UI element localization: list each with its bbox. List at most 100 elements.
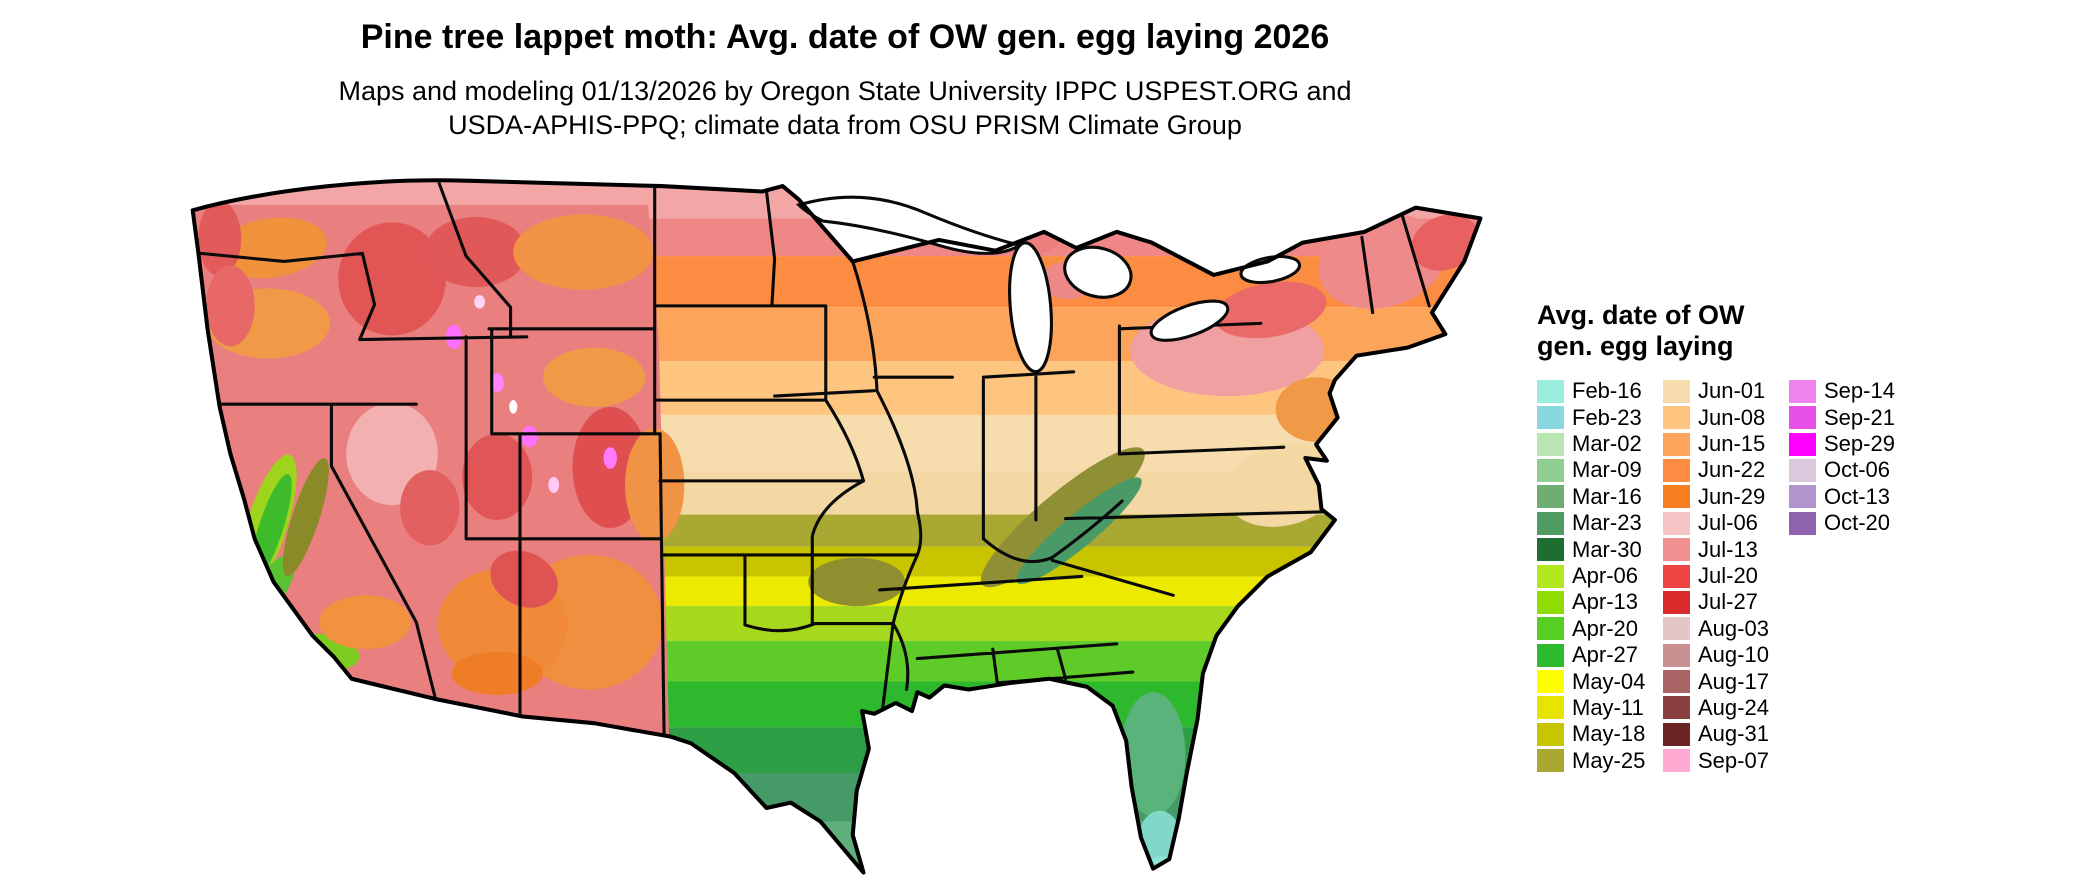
region-patch: [474, 295, 485, 309]
us-choropleth-map: [190, 178, 1506, 878]
legend-swatch: [1537, 564, 1564, 588]
legend-label: Mar-30: [1572, 536, 1642, 562]
legend-title: Avg. date of OW gen. egg laying: [1537, 300, 1957, 362]
region-patch: [1120, 692, 1186, 817]
header: Pine tree lappet moth: Avg. date of OW g…: [0, 18, 1690, 143]
legend-entry: Aug-03: [1663, 616, 1775, 642]
region-patch: [319, 595, 411, 650]
great-lakes: [795, 195, 1302, 374]
legend-label: Apr-27: [1572, 642, 1639, 668]
region-patch: [513, 214, 654, 290]
region-patch: [206, 265, 255, 347]
legend-label: Oct-06: [1824, 457, 1891, 483]
legend-swatch: [1789, 406, 1816, 430]
legend-label: Jul-20: [1698, 563, 1758, 589]
legend-swatch: [1537, 432, 1564, 456]
legend-label: Sep-14: [1824, 378, 1895, 404]
legend-entry: Apr-06: [1537, 563, 1649, 589]
legend-swatch: [1663, 485, 1690, 509]
legend-entry: Apr-13: [1537, 589, 1649, 615]
lake-michigan: [1008, 241, 1053, 374]
map-subtitle-line1: Maps and modeling 01/13/2026 by Oregon S…: [338, 76, 1352, 106]
legend-label: Apr-13: [1572, 589, 1639, 615]
legend-label: May-04: [1572, 668, 1646, 694]
legend-entry: Jun-15: [1663, 431, 1775, 457]
legend-label: Apr-06: [1572, 563, 1639, 589]
region-patch: [462, 433, 533, 520]
date-band: [192, 821, 1481, 873]
legend-label: Aug-03: [1698, 615, 1769, 641]
region-patch: [980, 447, 1145, 588]
legend-swatch: [1537, 538, 1564, 562]
legend-entry: Jun-08: [1663, 404, 1775, 430]
legend-swatch: [1789, 379, 1816, 403]
legend-swatch: [1663, 722, 1690, 746]
legend-entry: Mar-02: [1537, 431, 1649, 457]
region-patch: [625, 428, 685, 542]
legend-swatch: [1537, 590, 1564, 614]
legend-columns: Feb-16 Feb-23 Mar-02 Mar-09 Mar-16 Mar-23 Mar-…: [1537, 378, 1957, 774]
date-band: [192, 727, 1481, 773]
map-svg: [190, 178, 1483, 875]
legend-entry: Oct-06: [1789, 457, 1901, 483]
legend-swatch: [1663, 406, 1690, 430]
legend-label: Mar-09: [1572, 457, 1642, 483]
region-patch: [198, 200, 242, 277]
lake-huron: [1063, 245, 1133, 299]
legend-swatch: [1537, 379, 1564, 403]
legend-label: Jul-27: [1698, 589, 1758, 615]
legend-entry: Jul-06: [1663, 510, 1775, 536]
lake-superior: [795, 195, 1024, 255]
legend-column: Feb-16 Feb-23 Mar-02 Mar-09 Mar-16 Mar-23 Mar-…: [1537, 378, 1649, 774]
legend-entry: Jul-27: [1663, 589, 1775, 615]
region-patch: [542, 347, 646, 407]
legend-swatch: [1537, 485, 1564, 509]
region-patch: [400, 470, 460, 546]
region-patch: [1016, 477, 1142, 585]
legend-label: Aug-10: [1698, 642, 1769, 668]
legend-swatch: [1663, 590, 1690, 614]
legend-entry: Apr-20: [1537, 616, 1649, 642]
legend-swatch: [1663, 538, 1690, 562]
legend-label: Sep-29: [1824, 431, 1895, 457]
legend-label: May-18: [1572, 721, 1646, 747]
legend-label: Oct-20: [1824, 510, 1891, 536]
legend-entry: Mar-23: [1537, 510, 1649, 536]
legend-swatch: [1537, 670, 1564, 694]
legend-label: Jun-15: [1698, 431, 1766, 457]
map-fill-layer: [192, 180, 1481, 873]
legend-label: Mar-16: [1572, 483, 1642, 509]
legend-swatch: [1537, 749, 1564, 773]
legend-swatch: [1663, 643, 1690, 667]
legend-title-line2: gen. egg laying: [1537, 331, 1734, 362]
legend-label: Jun-29: [1698, 483, 1766, 509]
legend-swatch: [1663, 564, 1690, 588]
legend-label: Feb-16: [1572, 378, 1642, 404]
legend-swatch: [1663, 617, 1690, 641]
region-patch: [338, 222, 446, 336]
legend-title-line1: Avg. date of OW: [1537, 300, 1745, 330]
legend-label: Apr-20: [1572, 615, 1639, 641]
region-patch: [282, 458, 329, 577]
legend-entry: Aug-17: [1663, 668, 1775, 694]
region-patch: [490, 550, 558, 608]
legend-swatch: [1663, 670, 1690, 694]
map-subtitle-line2: USDA-APHIS-PPQ; climate data from OSU PR…: [448, 109, 1242, 140]
date-band: [192, 773, 1481, 822]
legend-label: Jul-13: [1698, 536, 1758, 562]
region-patch: [1275, 377, 1357, 442]
legend-entry: Jun-01: [1663, 378, 1775, 404]
legend-swatch: [1663, 749, 1690, 773]
region-patch: [451, 651, 543, 695]
legend-entry: Jun-22: [1663, 457, 1775, 483]
legend-entry: May-18: [1537, 721, 1649, 747]
legend-column: Jun-01 Jun-08 Jun-15 Jun-22 Jun-29 Jul-06 Jul-…: [1663, 378, 1775, 774]
legend-entry: Sep-21: [1789, 404, 1901, 430]
region-patch: [509, 400, 518, 414]
legend-entry: Aug-31: [1663, 721, 1775, 747]
legend-label: May-11: [1572, 694, 1644, 720]
legend-swatch: [1663, 458, 1690, 482]
legend-entry: Jun-29: [1663, 484, 1775, 510]
legend-entry: Aug-24: [1663, 695, 1775, 721]
